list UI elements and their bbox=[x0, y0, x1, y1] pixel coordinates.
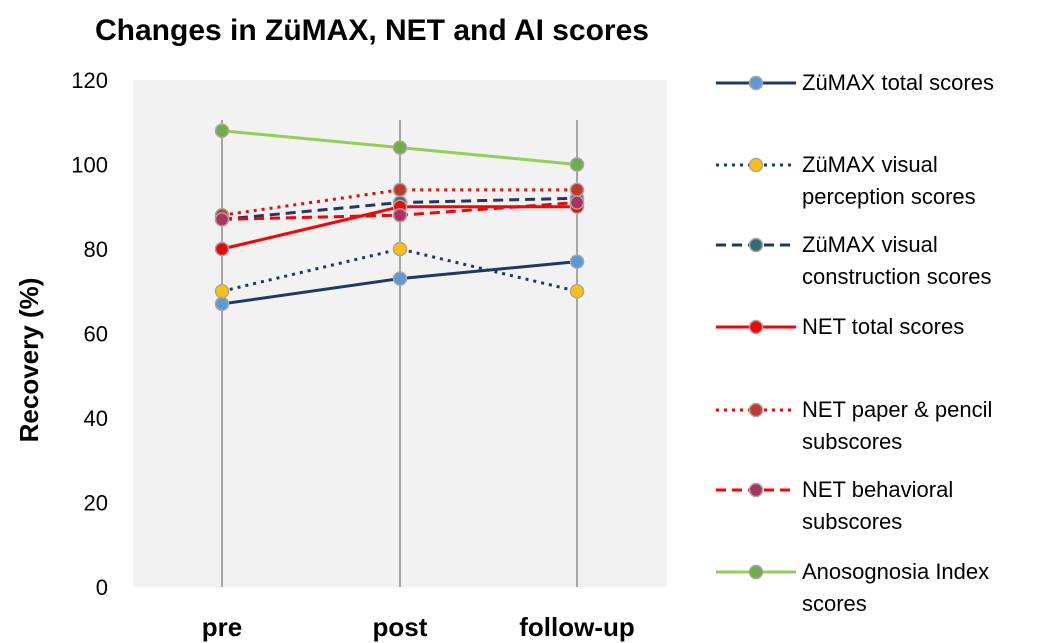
data-marker bbox=[392, 241, 408, 257]
data-marker bbox=[569, 254, 585, 269]
data-marker bbox=[569, 182, 585, 198]
y-tick-label: 80 bbox=[84, 237, 108, 262]
data-marker bbox=[214, 123, 230, 138]
data-marker bbox=[214, 296, 230, 312]
y-tick-label: 0 bbox=[96, 575, 108, 600]
data-marker bbox=[569, 195, 585, 210]
legend-marker bbox=[748, 237, 764, 253]
data-marker bbox=[569, 284, 585, 299]
data-marker bbox=[392, 207, 408, 223]
data-marker bbox=[214, 284, 230, 299]
data-marker bbox=[214, 241, 230, 257]
y-tick-label: 40 bbox=[84, 406, 108, 431]
legend-marker bbox=[748, 564, 764, 580]
data-marker bbox=[392, 182, 408, 198]
x-tick-label: pre bbox=[202, 612, 242, 642]
legend-marker bbox=[748, 319, 764, 335]
x-tick-label: follow-up bbox=[519, 612, 635, 642]
legend-label: ZüMAX visual perception scores bbox=[802, 152, 976, 209]
y-axis-label: Recovery (%) bbox=[14, 278, 44, 443]
legend-label: NET total scores bbox=[802, 314, 965, 339]
y-tick-label: 120 bbox=[71, 68, 108, 93]
legend-marker bbox=[748, 75, 764, 91]
data-marker bbox=[392, 140, 408, 155]
data-marker bbox=[569, 157, 585, 172]
series-line bbox=[221, 247, 578, 293]
y-tick-label: 60 bbox=[84, 322, 108, 347]
legend-label: ZüMAX total scores bbox=[802, 70, 994, 95]
x-tick-label: post bbox=[373, 612, 428, 642]
data-marker bbox=[214, 212, 230, 227]
legend-label: NET paper & pencil subscores bbox=[802, 397, 993, 454]
legend-marker bbox=[748, 402, 764, 418]
legend-label: Anosognosia Index scores bbox=[802, 559, 990, 616]
legend-marker bbox=[748, 157, 764, 173]
series-line bbox=[221, 188, 577, 217]
legend-marker bbox=[748, 482, 764, 498]
legend-label: NET behavioral subscores bbox=[802, 477, 954, 534]
y-tick-label: 100 bbox=[71, 153, 108, 178]
data-marker bbox=[392, 271, 408, 286]
legend-label: ZüMAX visual construction scores bbox=[802, 232, 992, 289]
chart-title: Changes in ZüMAX, NET and AI scores bbox=[95, 14, 649, 47]
y-tick-label: 20 bbox=[84, 491, 108, 516]
